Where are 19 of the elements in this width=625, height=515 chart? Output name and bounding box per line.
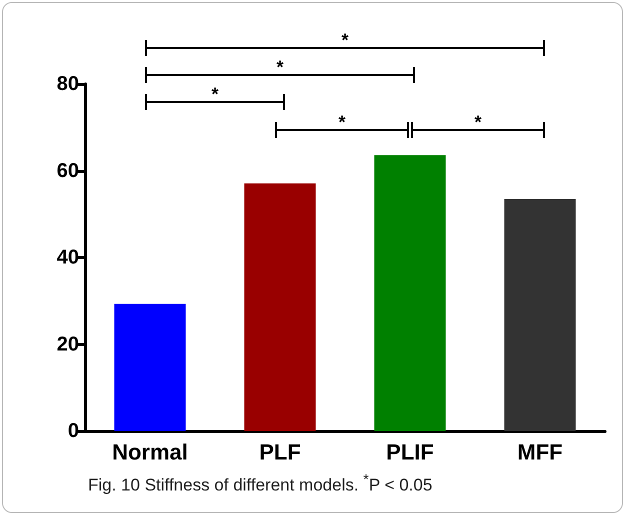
- x-tick-label: Normal: [112, 440, 188, 464]
- bar: [244, 183, 316, 431]
- caption: Fig. 10 Stiffness of different models. $^{*}$P < 0.05: [88, 472, 432, 496]
- x-tick-label: MFF: [517, 440, 563, 464]
- y-tick-label: 40: [56, 246, 79, 268]
- text: *: [276, 57, 284, 77]
- y-tick-label: 0: [68, 420, 79, 442]
- text: *: [341, 30, 349, 50]
- annotation: *: [338, 112, 346, 132]
- x-tick-label: PLF: [259, 440, 301, 464]
- bar: [114, 304, 186, 431]
- annotation: *: [474, 112, 482, 132]
- y-tick-label: 60: [56, 160, 79, 182]
- x-tick-label: PLIF: [386, 440, 434, 464]
- bar: [374, 155, 446, 431]
- annotation: *: [211, 84, 219, 104]
- bar: [504, 198, 576, 431]
- y-tick-label: 20: [56, 333, 79, 356]
- y-tick-label: 80: [56, 73, 79, 95]
